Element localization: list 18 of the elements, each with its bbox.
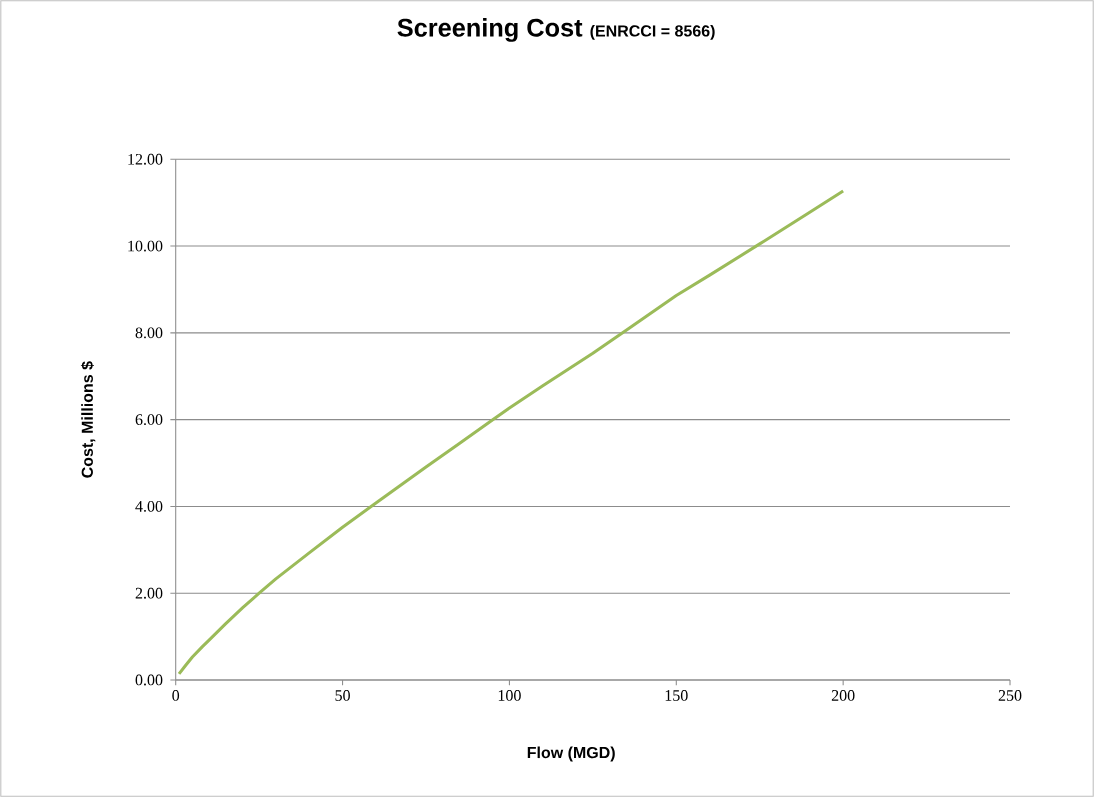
x-tick-label: 250	[998, 690, 1022, 701]
x-tick-label: 150	[665, 690, 688, 701]
chart-subtitle: (ENRCCI = 8566)	[590, 24, 715, 40]
y-tick-label: 4.00	[135, 501, 163, 512]
x-tick-label: 200	[831, 690, 855, 701]
x-tick-label: 50	[335, 690, 350, 701]
y-tick-label: 6.00	[135, 414, 163, 426]
y-tick-label: 10.00	[128, 240, 163, 252]
y-axis-title: Cost, Millions $	[80, 361, 96, 478]
y-tick-label: 2.00	[135, 587, 163, 599]
line-series	[177, 189, 845, 676]
y-tick-label: 0.00	[135, 674, 163, 686]
y-tick-label: 12.00	[128, 153, 163, 165]
y-tick-label: 8.00	[135, 327, 163, 339]
x-tick-label: 0	[172, 690, 180, 701]
chart-title: Screening Cost	[397, 18, 583, 42]
x-tick-label: 100	[498, 690, 521, 701]
x-axis-title: Flow (MGD)	[527, 746, 615, 762]
